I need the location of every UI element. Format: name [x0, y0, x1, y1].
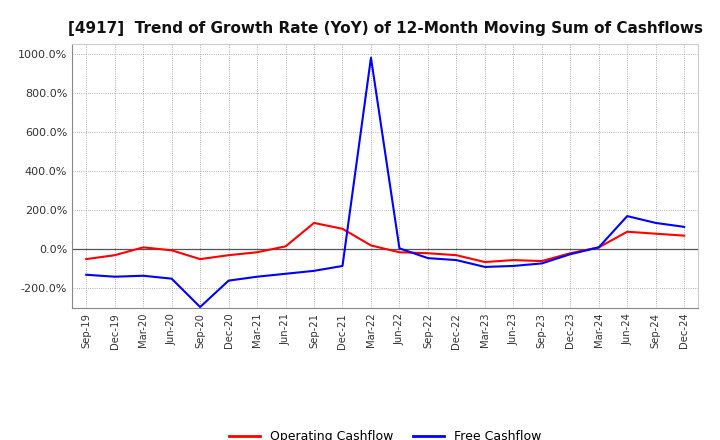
- Legend: Operating Cashflow, Free Cashflow: Operating Cashflow, Free Cashflow: [224, 425, 546, 440]
- Title: [4917]  Trend of Growth Rate (YoY) of 12-Month Moving Sum of Cashflows: [4917] Trend of Growth Rate (YoY) of 12-…: [68, 21, 703, 36]
